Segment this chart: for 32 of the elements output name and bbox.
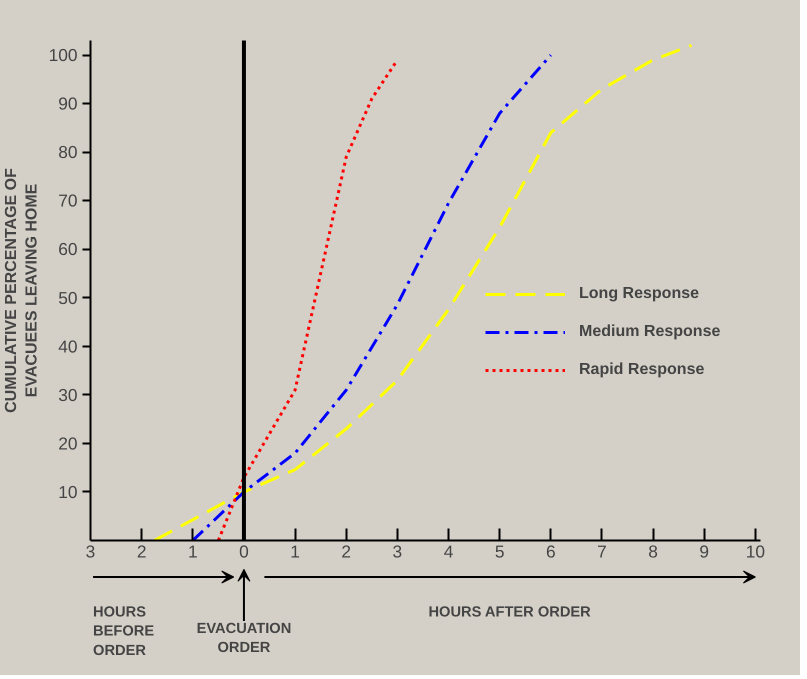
y-tick-label: 100 (48, 45, 78, 66)
y-tick-label: 70 (58, 190, 78, 211)
legend-label: Long Response (579, 285, 700, 303)
line-series (191, 54, 552, 540)
x-tick-label: 10 (746, 542, 766, 562)
x-tick-label: 9 (699, 542, 710, 562)
legend-label: Medium Response (579, 323, 720, 341)
y-tick-label: 10 (58, 482, 78, 502)
x-tick-label: 2 (136, 542, 146, 562)
x-tick-label: 3 (392, 542, 402, 562)
x-tick-label: 2 (341, 542, 352, 562)
y-tick-label: 40 (58, 336, 78, 356)
x-tick-label: 6 (546, 542, 556, 562)
y-tick-label: 80 (58, 142, 78, 162)
text: HOURS BEFORE ORDER (93, 604, 154, 659)
x-tick-label: 7 (597, 542, 607, 562)
x-tick-label: 0 (239, 542, 249, 562)
text: HOURS AFTER ORDER (428, 604, 592, 620)
x-tick-label: 1 (290, 542, 300, 562)
y-tick-label: 50 (58, 288, 78, 308)
y-tick-label: 30 (58, 384, 78, 405)
y-tick-label: 20 (58, 433, 78, 454)
x-tick-label: 4 (444, 542, 454, 562)
x-tick-label: 1 (188, 542, 198, 562)
y-axis-title: CUMULATIVE PERCENTAGE OF EVACUEES LEAVING HOME (3, 168, 41, 413)
legend-label: Rapid Response (579, 361, 704, 379)
x-tick-label: 3 (86, 542, 96, 562)
y-tick-label: 90 (58, 94, 78, 114)
x-tick-label: 5 (494, 542, 504, 562)
text: EVACUATION ORDER (196, 621, 292, 656)
x-tick-label: 8 (648, 542, 658, 562)
y-tick-label: 60 (58, 239, 78, 260)
